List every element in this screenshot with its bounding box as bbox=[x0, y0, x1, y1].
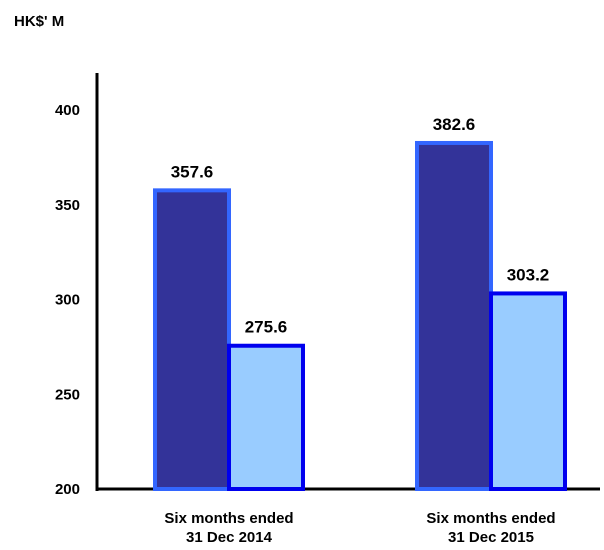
category-label: Six months ended bbox=[164, 510, 293, 527]
category-label: Six months ended bbox=[426, 510, 555, 527]
bar-series-1-cat-2 bbox=[415, 140, 493, 492]
category-label: 31 Dec 2014 bbox=[186, 529, 273, 546]
bar-series-2-cat-2 bbox=[489, 291, 567, 491]
category-label: 31 Dec 2015 bbox=[448, 529, 534, 546]
bar-series-1-cat-1 bbox=[153, 188, 231, 492]
labels: 357.6 382.6 275.6 303.2 Six months ended 31 D… bbox=[164, 115, 555, 546]
data-label: 382.6 bbox=[433, 115, 476, 134]
bars bbox=[153, 140, 567, 492]
data-label: 275.6 bbox=[245, 318, 288, 337]
y-tick-label: 400 bbox=[55, 102, 80, 119]
bar-series-2-cat-1 bbox=[227, 343, 305, 491]
y-tick-label: 350 bbox=[55, 197, 80, 214]
y-tick-label: 250 bbox=[55, 386, 80, 403]
data-label: 303.2 bbox=[507, 265, 550, 284]
data-label: 357.6 bbox=[171, 162, 214, 181]
y-axis-unit-label: HK$' M bbox=[14, 13, 64, 30]
y-tick-label: 300 bbox=[55, 292, 80, 309]
y-tick-label: 200 bbox=[55, 481, 80, 498]
